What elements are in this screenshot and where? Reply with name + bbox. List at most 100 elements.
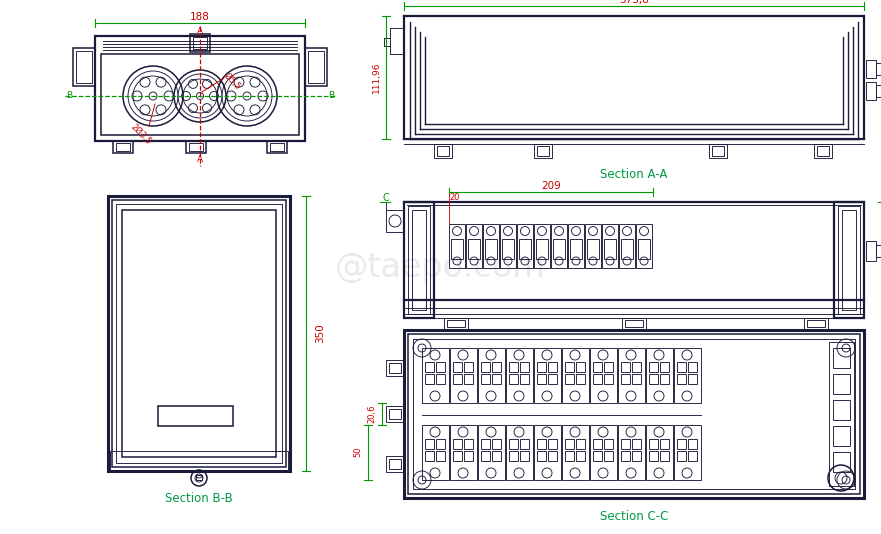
Bar	[270, 143, 284, 151]
Bar	[425, 362, 434, 372]
Bar	[621, 451, 630, 461]
Bar	[604, 374, 613, 384]
Bar	[660, 374, 669, 384]
Bar	[688, 451, 697, 461]
Bar	[453, 451, 462, 461]
Bar	[506, 425, 533, 480]
Bar	[632, 451, 641, 461]
Bar	[866, 60, 876, 78]
Bar	[866, 82, 876, 100]
Bar	[534, 348, 561, 403]
Bar	[520, 451, 529, 461]
Bar	[562, 348, 589, 403]
Bar	[562, 425, 589, 480]
Bar	[436, 374, 445, 384]
Bar	[688, 374, 697, 384]
Bar	[807, 320, 825, 327]
Bar	[481, 451, 490, 461]
Bar	[434, 144, 452, 158]
Bar	[386, 210, 404, 232]
Bar	[466, 224, 482, 268]
Bar	[76, 51, 92, 83]
Bar	[464, 451, 473, 461]
Text: B: B	[66, 90, 72, 99]
Bar	[389, 459, 401, 469]
Bar	[565, 451, 574, 461]
Bar	[576, 451, 585, 461]
Bar	[804, 318, 828, 329]
Bar	[509, 374, 518, 384]
Bar	[73, 48, 95, 86]
Text: 111,96: 111,96	[372, 61, 381, 93]
Bar	[485, 239, 497, 259]
Bar	[492, 374, 501, 384]
Bar	[649, 451, 658, 461]
Bar	[593, 374, 602, 384]
Bar	[422, 348, 449, 403]
Bar	[833, 400, 850, 420]
Bar	[638, 239, 650, 259]
Bar	[444, 318, 468, 329]
Bar	[587, 239, 599, 259]
Bar	[519, 239, 531, 259]
Bar	[602, 224, 618, 268]
Bar	[621, 362, 630, 372]
Bar	[632, 374, 641, 384]
Bar	[408, 206, 430, 314]
Bar	[817, 146, 829, 156]
Bar	[450, 348, 477, 403]
Bar	[453, 362, 462, 372]
Bar	[534, 425, 561, 480]
Text: A: A	[197, 27, 203, 36]
Bar	[537, 362, 546, 372]
Bar	[437, 146, 449, 156]
Bar	[534, 224, 550, 268]
Bar	[660, 439, 669, 449]
Bar	[565, 374, 574, 384]
Text: 20: 20	[449, 192, 460, 201]
Bar	[636, 224, 652, 268]
Bar	[517, 224, 533, 268]
Bar	[386, 360, 404, 376]
Bar	[677, 362, 686, 372]
Bar	[604, 439, 613, 449]
Bar	[677, 439, 686, 449]
Bar	[502, 239, 514, 259]
Bar	[866, 241, 876, 261]
Text: 350: 350	[315, 323, 325, 343]
Text: Section C-C: Section C-C	[600, 509, 668, 522]
Bar	[604, 362, 613, 372]
Bar	[548, 439, 557, 449]
Bar	[386, 406, 404, 422]
Bar	[576, 374, 585, 384]
Bar	[565, 439, 574, 449]
Bar	[618, 348, 645, 403]
Bar	[712, 146, 724, 156]
Bar	[838, 206, 860, 314]
Bar	[389, 409, 401, 419]
Bar	[464, 439, 473, 449]
Bar	[500, 224, 516, 268]
Bar	[537, 146, 549, 156]
Bar	[193, 37, 207, 49]
Bar	[876, 85, 881, 97]
Bar	[833, 426, 850, 446]
Bar	[649, 362, 658, 372]
Bar	[509, 451, 518, 461]
Bar	[509, 439, 518, 449]
Bar	[537, 439, 546, 449]
Text: 2Ø3,5: 2Ø3,5	[129, 122, 153, 146]
Text: 375,8: 375,8	[619, 0, 649, 5]
Bar	[660, 451, 669, 461]
Bar	[814, 144, 832, 158]
Bar	[453, 374, 462, 384]
Bar	[436, 362, 445, 372]
Bar	[412, 210, 426, 310]
Bar	[619, 224, 635, 268]
Text: 50: 50	[353, 447, 362, 457]
Bar	[632, 439, 641, 449]
Bar	[386, 456, 404, 472]
Text: @taepo.com: @taepo.com	[335, 252, 545, 285]
Bar	[483, 224, 499, 268]
Text: Section B-B: Section B-B	[165, 492, 233, 506]
